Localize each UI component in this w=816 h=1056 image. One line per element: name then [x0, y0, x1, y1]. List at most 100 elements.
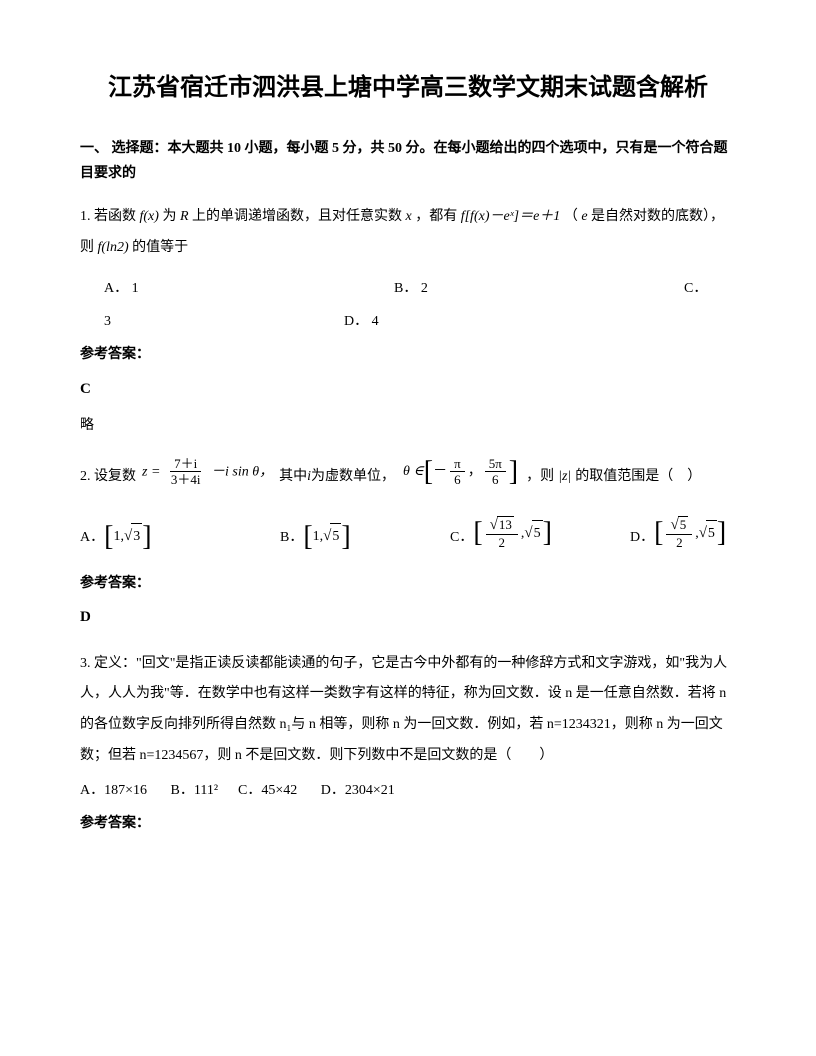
q1-options-row1: A． 1 B． 2 C．	[80, 276, 736, 301]
opt-label: A．	[104, 281, 128, 296]
q1-option-c-val: 3	[104, 309, 344, 334]
right-bracket-icon: ]	[543, 519, 552, 547]
q1-x: x	[406, 209, 412, 224]
q1-answer-label: 参考答案：	[80, 342, 736, 367]
val: 1,	[313, 524, 324, 549]
frac-den: 2	[672, 535, 687, 551]
q1-options-row2: 3 D． 4	[80, 309, 736, 334]
left-bracket-icon: [	[654, 519, 663, 547]
page-title: 江苏省宿迁市泗洪县上塘中学高三数学文期末试题含解析	[80, 70, 736, 106]
sqrt-arg: 5	[678, 516, 689, 533]
question-3: 3. 定义："回文"是指正读反读都能读通的句子，它是古今中外都有的一种修辞方式和…	[80, 649, 736, 772]
frac: √5 2	[666, 516, 692, 551]
q3-option-a: A．187×16	[80, 783, 147, 798]
section-header: 一、 选择题：本大题共 10 小题，每小题 5 分，共 50 分。在每小题给出的…	[80, 136, 736, 186]
q1-text: 的值等于	[132, 240, 188, 255]
opt-label: D．	[630, 525, 654, 550]
q2-option-c: C． [ √13 2 , √5 ]	[450, 516, 630, 551]
sqrt: √5	[699, 520, 717, 547]
sqrt-arg: 13	[497, 516, 514, 533]
right-bracket-icon: ]	[142, 523, 151, 551]
sqrt: √5	[323, 523, 341, 550]
q2-option-d: D． [ √5 2 , √5 ]	[630, 516, 726, 551]
frac-num: √13	[486, 516, 518, 535]
right-bracket-icon: ]	[509, 458, 518, 486]
z-rhs: －i sin θ，	[211, 464, 273, 479]
q1-fx: f(x)	[140, 209, 159, 224]
frac-den: 2	[495, 535, 510, 551]
frac: π 6	[450, 456, 465, 488]
opt-label: D．	[344, 314, 368, 329]
q2-option-b: B． [ 1, √5 ]	[280, 523, 450, 551]
frac: 5π 6	[485, 456, 506, 488]
bracket: [ √13 2 , √5 ]	[473, 516, 552, 551]
q1-brief: 略	[80, 413, 736, 438]
opt-label: C．	[684, 281, 707, 296]
theta: θ ∈	[403, 461, 424, 483]
opt-label: A．	[80, 525, 104, 550]
q2-options: A． [ 1, √3 ] B． [ 1, √5 ] C． [ √13 2 , √…	[80, 516, 736, 551]
sqrt-arg: 5	[706, 520, 717, 546]
bracket: [ 1, √5 ]	[303, 523, 350, 551]
sqrt-arg: 5	[532, 520, 543, 546]
opt-label: C．	[450, 525, 473, 550]
q3-option-c: C．45×42	[238, 783, 297, 798]
q1-text: 为	[162, 209, 176, 224]
frac-den: 6	[450, 472, 465, 488]
q1-option-b: B． 2	[394, 276, 684, 301]
q1-text: （	[564, 209, 578, 224]
q2-theta-range: θ ∈ [ － π 6 ， 5π 6 ]	[403, 456, 518, 488]
q3-option-b: B．111²	[171, 783, 219, 798]
q3-option-d: D．2304×21	[321, 783, 395, 798]
q3-answer-label: 参考答案：	[80, 811, 736, 836]
frac-num: 5π	[485, 456, 506, 473]
q2-answer-label: 参考答案：	[80, 571, 736, 596]
q1-answer: C	[80, 376, 736, 403]
frac-den: 6	[488, 472, 503, 488]
neg: －	[433, 461, 447, 483]
q2-absz: |z|	[558, 466, 571, 488]
q2-text: 其中	[279, 466, 307, 488]
q2-formula: z = 7＋i 3＋4i －i sin θ，	[142, 456, 273, 488]
bracket: [ － π 6 ， 5π 6 ]	[424, 456, 518, 488]
q2-text: 2. 设复数	[80, 466, 136, 488]
z-eq: z =	[142, 464, 160, 479]
comma: ，	[468, 461, 482, 483]
right-bracket-icon: ]	[341, 523, 350, 551]
frac-den: 3＋4i	[167, 472, 205, 488]
bracket: [ √5 2 , √5 ]	[654, 516, 726, 551]
question-1: 1. 若函数 f(x) 为 R 上的单调递增函数，且对任意实数 x ，都有 f[…	[80, 202, 736, 264]
q2-text: 的取值范围是（ ）	[575, 466, 701, 488]
q2-option-a: A． [ 1, √3 ]	[80, 523, 280, 551]
q1-option-c: C．	[684, 276, 707, 301]
sqrt: √5	[524, 520, 542, 547]
q1-eq: f[f(x)－eˣ]＝e＋1	[461, 209, 561, 224]
q1-fln2: f(ln2)	[98, 240, 129, 255]
q2-frac: 7＋i 3＋4i	[167, 456, 205, 488]
left-bracket-icon: [	[303, 523, 312, 551]
left-bracket-icon: [	[424, 458, 433, 486]
opt-value: 4	[372, 314, 379, 329]
frac-num: π	[450, 456, 465, 473]
opt-value: 1	[132, 281, 139, 296]
opt-value: 3	[104, 314, 111, 329]
left-bracket-icon: [	[104, 523, 113, 551]
left-bracket-icon: [	[473, 519, 482, 547]
opt-label: B．	[394, 281, 417, 296]
sqrt-arg: 3	[131, 523, 142, 549]
bracket: [ 1, √3 ]	[104, 523, 151, 551]
question-2: 2. 设复数 z = 7＋i 3＋4i －i sin θ， 其中 i 为虚数单位…	[80, 456, 736, 488]
q3-options: A．187×16 B．111² C．45×42 D．2304×21	[80, 778, 736, 803]
q1-text: ，都有	[415, 209, 457, 224]
opt-value: 2	[421, 281, 428, 296]
q2-answer: D	[80, 604, 736, 631]
q1-e: e	[581, 209, 587, 224]
right-bracket-icon: ]	[717, 519, 726, 547]
frac-num: √5	[666, 516, 692, 535]
q2-text: ，则	[526, 466, 554, 488]
sqrt: √3	[124, 523, 142, 550]
frac-num: 7＋i	[170, 456, 201, 473]
q1-text: 1. 若函数	[80, 209, 136, 224]
sqrt: √13	[490, 516, 514, 534]
q2-text: 为虚数单位，	[311, 466, 395, 488]
